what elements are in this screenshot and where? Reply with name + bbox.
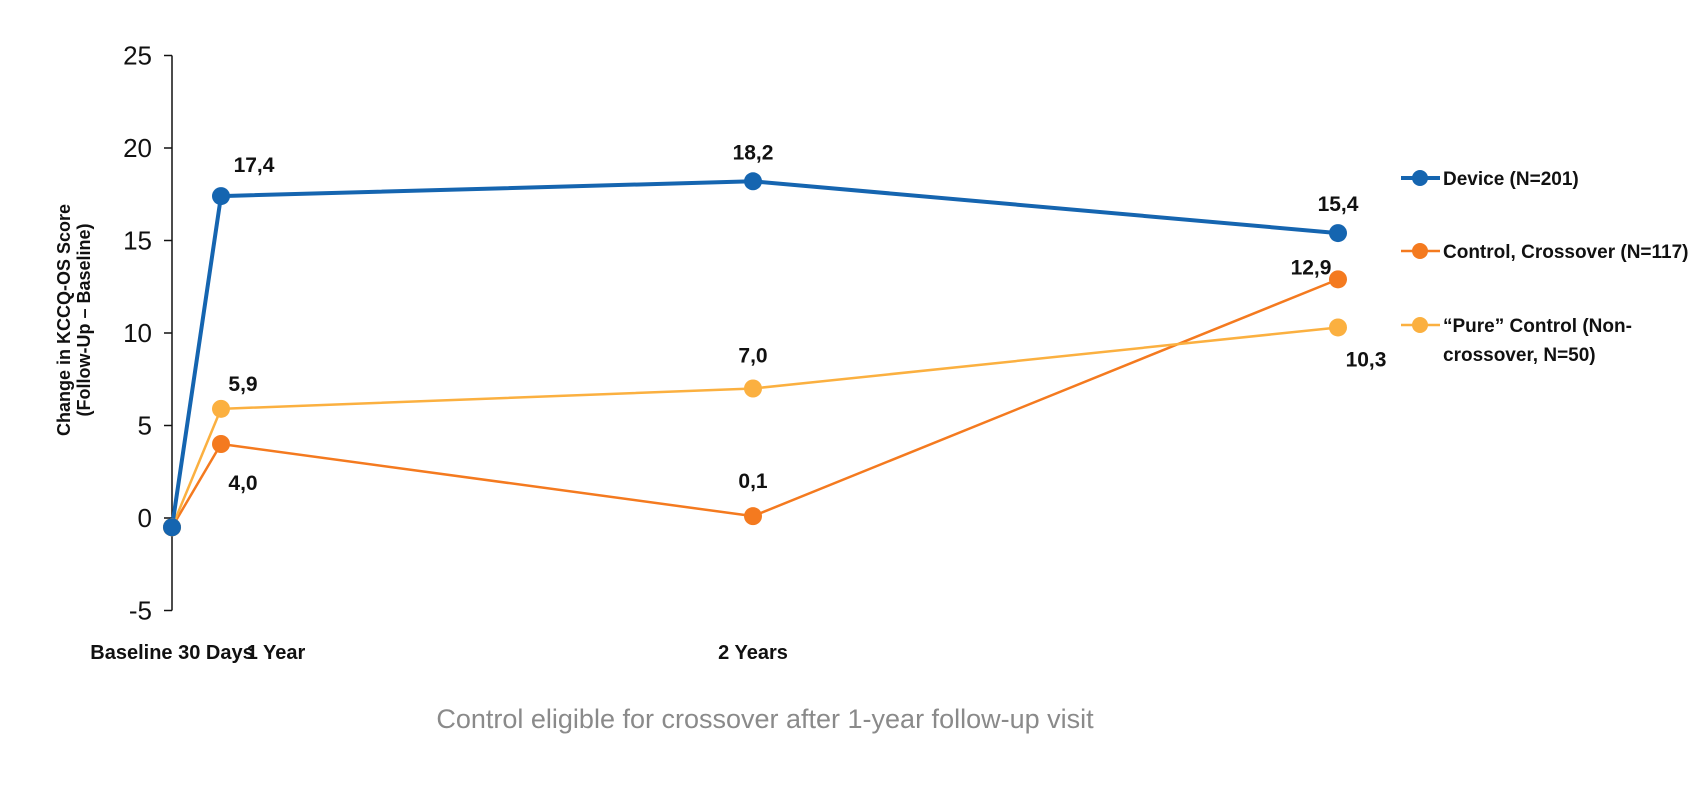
y-tick-label: 5 bbox=[138, 411, 152, 441]
data-point bbox=[1329, 270, 1347, 289]
data-point bbox=[744, 172, 762, 191]
legend-label: Control, Crossover (N=117) bbox=[1443, 242, 1689, 263]
data-point bbox=[212, 187, 230, 206]
data-point bbox=[212, 399, 230, 418]
data-point bbox=[744, 507, 762, 526]
legend-label-line: Device (N=201) bbox=[1443, 169, 1579, 190]
y-tick-label: 25 bbox=[123, 41, 152, 71]
series bbox=[163, 172, 1347, 537]
series-line bbox=[170, 278, 1339, 528]
legend-label-line: crossover, N=50) bbox=[1443, 345, 1596, 366]
data-label: 0,1 bbox=[738, 470, 768, 493]
legend-marker bbox=[1412, 170, 1428, 186]
x-tick-label: 2 Years bbox=[718, 642, 788, 664]
data-label: 7,0 bbox=[738, 345, 767, 368]
legend-label-line: Control, Crossover (N=117) bbox=[1443, 242, 1689, 263]
series-line bbox=[170, 326, 1339, 528]
y-tick-label: 15 bbox=[123, 226, 152, 256]
legend: Device (N=201) Control, Crossover (N=117)… bbox=[1401, 169, 1689, 366]
data-label: 18,2 bbox=[733, 141, 774, 164]
y-tick-label: -5 bbox=[129, 596, 152, 626]
y-axis-label: Change in KCCQ-OS Score(Follow-Up – Base… bbox=[54, 204, 94, 436]
x-tick-label: 1 Year bbox=[247, 642, 306, 664]
y-axis-label-line: (Follow-Up – Baseline) bbox=[74, 223, 94, 416]
legend-marker bbox=[1412, 243, 1428, 259]
y-tick-label: 10 bbox=[123, 318, 152, 348]
data-label: 15,4 bbox=[1318, 193, 1359, 216]
y-axis-label-line: Change in KCCQ-OS Score bbox=[54, 204, 74, 436]
data-point bbox=[1329, 318, 1347, 337]
legend-label: “Pure” Control (Non-crossover, N=50) bbox=[1443, 316, 1632, 366]
series-line bbox=[170, 179, 1339, 528]
legend-label: Device (N=201) bbox=[1443, 169, 1579, 190]
data-point bbox=[1329, 224, 1347, 243]
legend-marker bbox=[1412, 317, 1428, 333]
y-tick-label: 0 bbox=[138, 503, 152, 533]
data-label: 12,9 bbox=[1291, 256, 1332, 279]
data-label: 4,0 bbox=[228, 472, 257, 495]
data-point bbox=[163, 518, 181, 537]
x-tick-label: Baseline 30 Days bbox=[90, 642, 253, 664]
y-axis: 25 20 15 10 5 0 -5 Change in KCCQ-OS Score(Foll… bbox=[54, 41, 173, 626]
data-point bbox=[744, 379, 762, 398]
data-point bbox=[212, 435, 230, 453]
data-label: 5,9 bbox=[228, 373, 257, 396]
data-labels: 17,4 18,2 15,4 4,0 0,1 12,9 5,9 7,0 10,3 bbox=[228, 141, 1386, 495]
footnote: Control eligible for crossover after 1-y… bbox=[436, 704, 1094, 734]
data-label: 17,4 bbox=[234, 154, 275, 177]
data-label: 10,3 bbox=[1346, 348, 1387, 371]
y-tick-label: 20 bbox=[123, 133, 152, 163]
legend-label-line: “Pure” Control (Non- bbox=[1443, 316, 1632, 337]
